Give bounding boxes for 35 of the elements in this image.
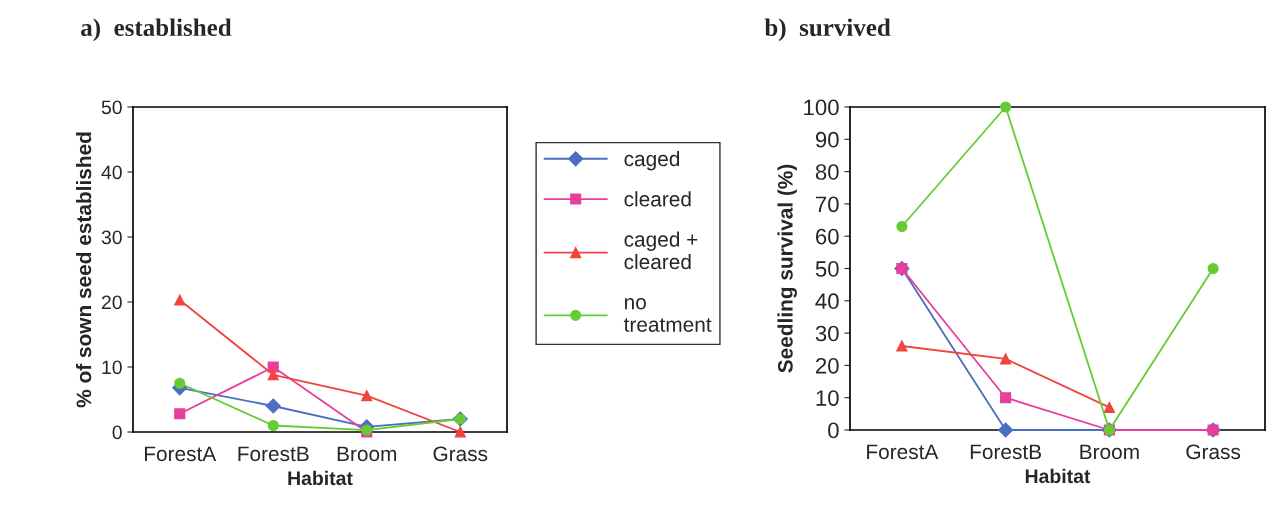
y-tick-label: 10 xyxy=(816,390,839,406)
y-tick-label: 40 xyxy=(815,293,839,310)
y-tick-label: 70 xyxy=(816,196,839,213)
y-axis-title: Seedling survival (%) xyxy=(777,164,797,373)
x-tick-label: Broom xyxy=(337,446,397,462)
y-tick-label: 40 xyxy=(101,165,122,180)
y-tick-label: 30 xyxy=(815,325,839,342)
y-tick-label: 100 xyxy=(804,99,839,116)
chart-title: b) survived xyxy=(764,18,891,42)
y-tick-label: 0 xyxy=(828,422,839,439)
legend-label: caged xyxy=(624,150,680,171)
y-tick-label: 90 xyxy=(815,131,839,148)
x-tick-label: Grass xyxy=(433,446,488,462)
x-axis-title: Habitat xyxy=(288,470,353,486)
y-tick-label: 80 xyxy=(815,164,839,180)
chart-title: a) established xyxy=(81,18,232,42)
x-tick-label: Broom xyxy=(1080,444,1139,460)
legend-label: no treatment xyxy=(623,298,712,332)
y-tick-label: 20 xyxy=(815,357,839,374)
x-axis-title: Habitat xyxy=(1025,468,1091,484)
x-tick-label: ForestA xyxy=(144,446,217,462)
legend-label: cleared xyxy=(624,191,691,207)
y-tick-label: 10 xyxy=(102,360,122,375)
legend-label: caged + cleared xyxy=(624,231,698,270)
y-tick-label: 30 xyxy=(101,230,122,245)
x-tick-label: ForestB xyxy=(238,446,309,462)
y-tick-label: 0 xyxy=(112,425,122,440)
x-tick-label: ForestB xyxy=(970,444,1041,460)
y-tick-label: 50 xyxy=(101,100,122,115)
y-tick-label: 60 xyxy=(816,228,839,245)
x-tick-label: ForestA xyxy=(867,444,939,460)
y-tick-label: 20 xyxy=(101,295,122,310)
y-tick-label: 50 xyxy=(815,261,839,277)
x-tick-label: Grass xyxy=(1186,444,1241,460)
y-axis-title: % of sown seed established xyxy=(75,132,92,408)
